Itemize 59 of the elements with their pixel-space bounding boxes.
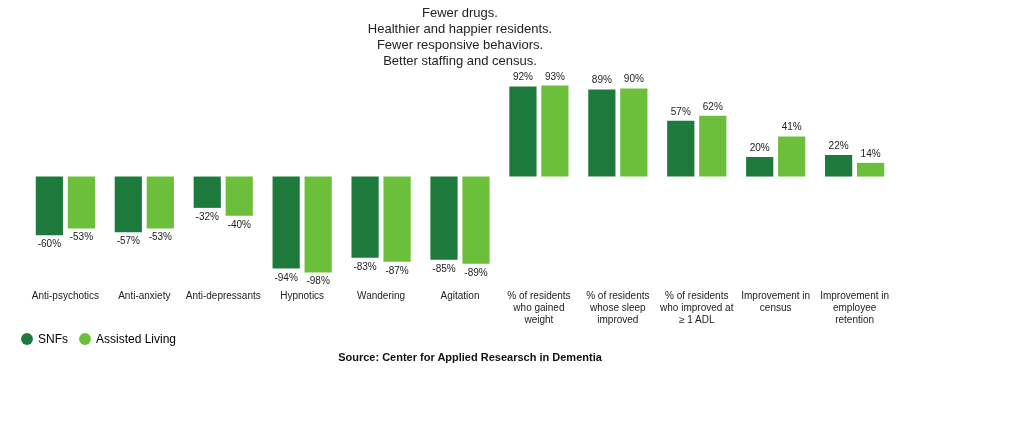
- data-label: -98%: [306, 275, 330, 287]
- bar: [588, 89, 616, 177]
- data-label: 41%: [781, 121, 802, 133]
- bar: [193, 176, 221, 208]
- legend-label: Assisted Living: [96, 332, 177, 346]
- data-label: 20%: [749, 141, 770, 153]
- x-tick-label: Improvement in employee retention: [820, 289, 890, 325]
- bar: [746, 156, 774, 177]
- bar: [778, 136, 806, 177]
- x-tick-label: % of residents who improved at ≥ 1 ADL: [659, 289, 734, 325]
- bar: [509, 86, 537, 177]
- source-note: Source: Center for Applied Researsch in Dementia: [337, 351, 603, 363]
- x-tick-label: Hypnotics: [280, 289, 325, 301]
- bar: [620, 88, 648, 177]
- bar: [699, 115, 727, 177]
- x-tick-label: % of residents who gained weight: [507, 289, 571, 325]
- bar: [667, 120, 695, 177]
- data-label: -60%: [37, 238, 62, 250]
- x-tick-label: % of residents whose sleep improved: [586, 289, 650, 325]
- bar: [351, 176, 379, 258]
- x-tick-label: Anti-anxiety: [118, 289, 171, 301]
- data-label: -53%: [69, 231, 94, 243]
- bar: [225, 176, 253, 216]
- bar: [462, 176, 490, 264]
- bar: [825, 155, 853, 177]
- data-label: 22%: [828, 140, 849, 152]
- x-tick-label: Agitation: [440, 289, 480, 301]
- bar: [857, 162, 885, 177]
- bar: [35, 176, 63, 236]
- data-label: -89%: [464, 266, 488, 278]
- chart-title: Fewer drugs. Healthier and happier residents. Fewer responsive behaviors. Better staffing and census.: [367, 4, 553, 68]
- data-label: -57%: [116, 235, 141, 247]
- data-label: -85%: [432, 262, 456, 274]
- bar: [304, 176, 332, 273]
- data-label: 90%: [623, 73, 644, 85]
- data-label: 89%: [591, 74, 612, 86]
- data-label: -32%: [195, 210, 219, 222]
- bar: [114, 176, 142, 233]
- data-label: -40%: [227, 218, 251, 230]
- legend-label: SNFs: [38, 332, 68, 346]
- bar: [272, 176, 300, 269]
- data-label: 62%: [702, 100, 723, 112]
- bar: [67, 176, 95, 229]
- x-tick-label: Anti-depressants: [185, 289, 261, 301]
- x-tick-label: Improvement in census: [741, 289, 811, 313]
- bar: [383, 176, 411, 262]
- data-label: 92%: [512, 71, 534, 83]
- data-label: -94%: [274, 271, 298, 283]
- data-label: 14%: [860, 147, 881, 159]
- bar: [430, 176, 458, 260]
- x-tick-label: Wandering: [357, 289, 406, 301]
- data-label: -53%: [148, 231, 173, 243]
- bar: [541, 85, 569, 177]
- bar: [146, 176, 174, 229]
- data-label: 93%: [544, 70, 566, 82]
- data-label: -83%: [353, 260, 377, 272]
- data-label: 57%: [670, 105, 691, 117]
- x-tick-label: Anti-psychotics: [31, 289, 100, 301]
- data-label: -87%: [385, 264, 409, 276]
